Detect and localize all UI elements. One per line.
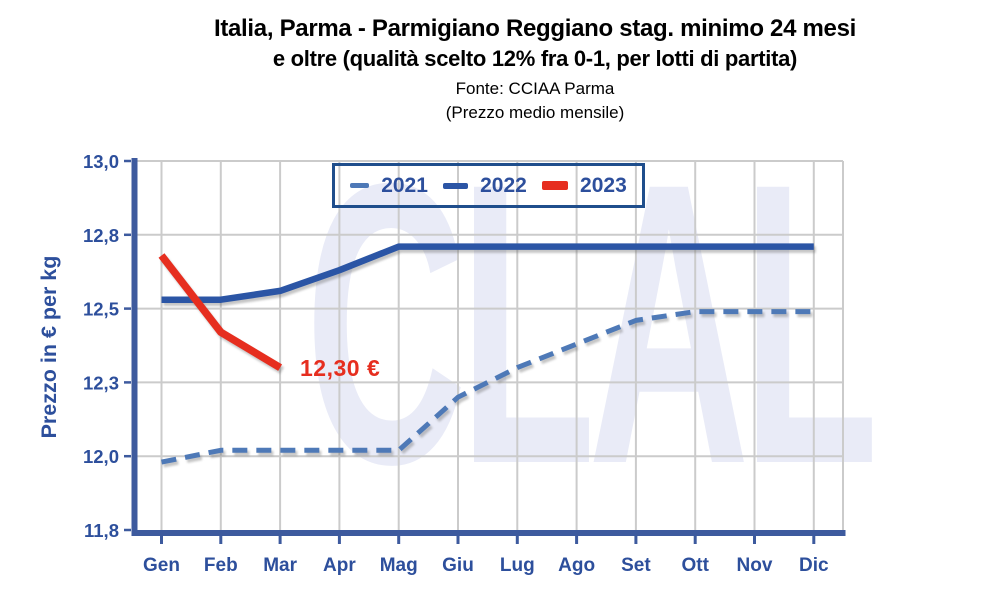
legend-label-2021: 2021 [381,173,428,197]
x-tick-label: Gen [143,555,180,576]
x-tick-label: Lug [500,555,535,576]
legend: 2021 2022 2023 [332,163,645,208]
x-tick-label: Giu [442,555,474,576]
series-line-2022 [161,243,814,303]
chart-subtitle: (Prezzo medio mensile) [445,103,625,122]
y-tick-label: 11,8 [84,520,119,541]
x-tick-label: Mag [380,555,418,576]
chart-source: Fonte: CCIAA Parma [455,79,615,98]
legend-item-2023: 2023 [542,174,627,198]
legend-swatch-2023 [542,181,569,190]
x-tick-label: Apr [323,555,356,576]
chart-header: Italia, Parma - Parmigiano Reggiano stag… [86,15,984,123]
x-tick-label: Mar [263,555,297,576]
y-tick-label: 12,5 [83,299,119,320]
y-tick-label: 12,8 [83,225,119,246]
legend-item-2022: 2022 [443,174,527,198]
legend-item-2021: 2021 [350,174,428,198]
legend-label-2023: 2023 [580,173,627,197]
legend-label-2022: 2022 [480,173,527,197]
legend-swatch-2022 [443,182,469,189]
legend-swatch-2021 [350,183,370,188]
y-tick-label: 12,3 [83,372,119,393]
x-tick-label: Feb [204,555,238,576]
y-tick-label: 13,0 [83,151,119,172]
y-axis-title: Prezzo in € per kg [37,256,61,439]
x-tick-label: Dic [799,555,829,576]
price-annotation: 12,30 € [300,355,381,381]
x-tick-label: Ott [681,555,709,576]
chart-title-line2: e oltre (qualità scelto 12% fra 0-1, per… [272,46,798,71]
x-tick-label: Ago [558,555,595,576]
y-tick-label: 12,0 [83,446,119,467]
x-tick-label: Set [621,555,651,576]
chart-title-line1: Italia, Parma - Parmigiano Reggiano stag… [213,15,857,42]
series-line-2023 [158,253,283,371]
x-tick-label: Nov [737,555,773,576]
clal-watermark: CLAL [305,100,879,547]
series-line-2021 [161,309,814,465]
